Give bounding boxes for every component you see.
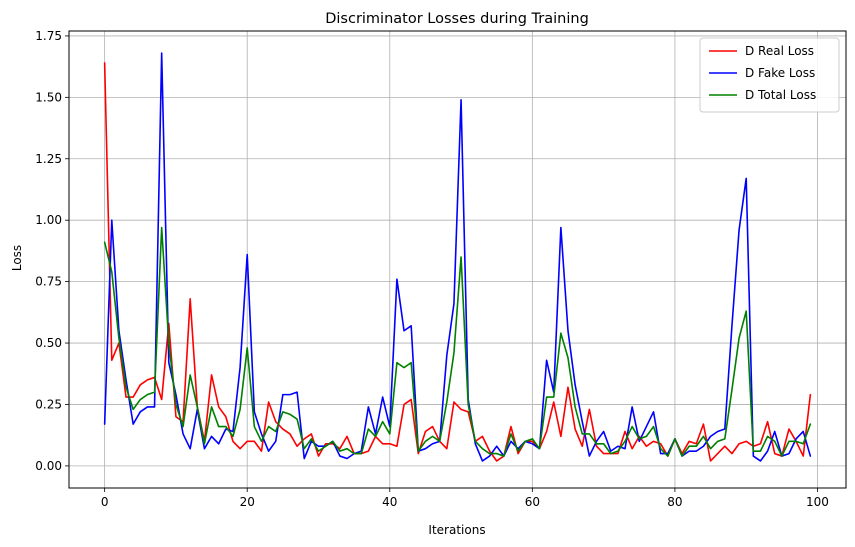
y-axis-title: Loss [10,245,24,271]
legend: D Real Loss D Fake Loss D Total Loss [699,37,840,113]
x-tick-label: 80 [667,495,682,509]
series-line-d-fake-loss [103,52,812,462]
y-tick-label: 0.00 [35,459,62,473]
legend-label-d-fake-loss: D Fake Loss [745,66,815,80]
plot-frame [68,30,847,489]
x-tick-label: 0 [101,495,109,509]
y-tick-label: 1.75 [35,29,62,43]
y-tick-label: 0.75 [35,275,62,289]
x-tick-label: 20 [240,495,255,509]
legend-label-d-real-loss: D Real Loss [745,44,814,58]
series-layer [103,52,812,462]
x-axis-title: Iterations [428,523,485,537]
y-tick-label: 1.25 [35,152,62,166]
series-line-d-total-loss [103,226,812,457]
x-axis: 0 20 40 60 80 100 [101,488,829,509]
y-tick-label: 1.50 [35,90,62,104]
chart-title: Discriminator Losses during Training [325,11,589,27]
legend-label-d-total-loss: D Total Loss [745,88,816,102]
y-tick-label: 1.00 [35,213,62,227]
y-tick-label: 0.25 [35,397,62,411]
y-tick-label: 0.50 [35,336,62,350]
legend-box [699,37,840,113]
x-tick-label: 40 [382,495,397,509]
series-line-d-real-loss [103,62,812,462]
y-axis: 0.00 0.25 0.50 0.75 1.00 1.25 1.50 1.75 [35,29,69,473]
x-tick-label: 100 [806,495,829,509]
x-tick-label: 60 [525,495,540,509]
